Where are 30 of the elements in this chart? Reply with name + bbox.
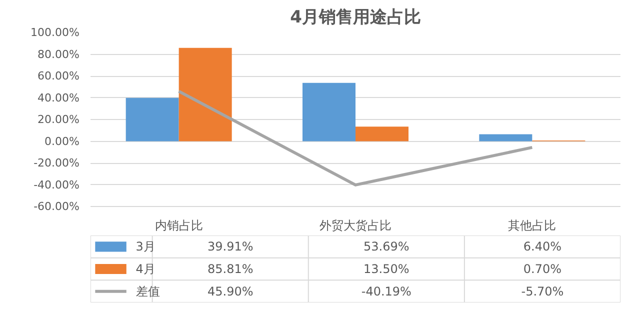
y-tick-label: 80.00% <box>38 48 80 61</box>
data-label: -5.70% <box>521 284 564 298</box>
y-tick-label: 60.00% <box>38 70 80 82</box>
x-tick-label: 其他占比 <box>508 218 556 232</box>
legend-label: 差值 <box>136 284 160 298</box>
data-label: -40.19% <box>361 284 412 298</box>
bar <box>479 134 532 142</box>
legend-label: 4月 <box>136 262 156 276</box>
y-tick-label: -20.00% <box>34 156 80 170</box>
y-tick-label: -60.00% <box>34 200 80 213</box>
y-tick-label: 40.00% <box>38 91 80 104</box>
data-label: 0.70% <box>523 262 562 276</box>
y-tick-label: 20.00% <box>38 113 80 126</box>
y-tick-label: -40.00% <box>34 178 80 192</box>
x-tick-label: 内销占比 <box>154 218 203 232</box>
data-label: 13.50% <box>364 262 410 276</box>
bar <box>302 82 356 142</box>
data-label: 45.90% <box>207 284 254 298</box>
bar <box>178 48 232 142</box>
bar <box>126 98 179 142</box>
legend-label: 3月 <box>136 240 156 254</box>
y-tick-label: 0.00% <box>44 134 80 148</box>
y-tick-label: 100.00% <box>30 26 80 39</box>
chart-title: 4月销售用途占比 <box>290 8 421 28</box>
data-label: 53.69% <box>364 240 410 254</box>
bar <box>356 126 408 142</box>
data-label: 39.91% <box>207 240 254 254</box>
x-tick-label: 外贸大货占比 <box>320 218 392 232</box>
data-label: 6.40% <box>523 240 562 254</box>
data-label: 85.81% <box>207 262 254 276</box>
